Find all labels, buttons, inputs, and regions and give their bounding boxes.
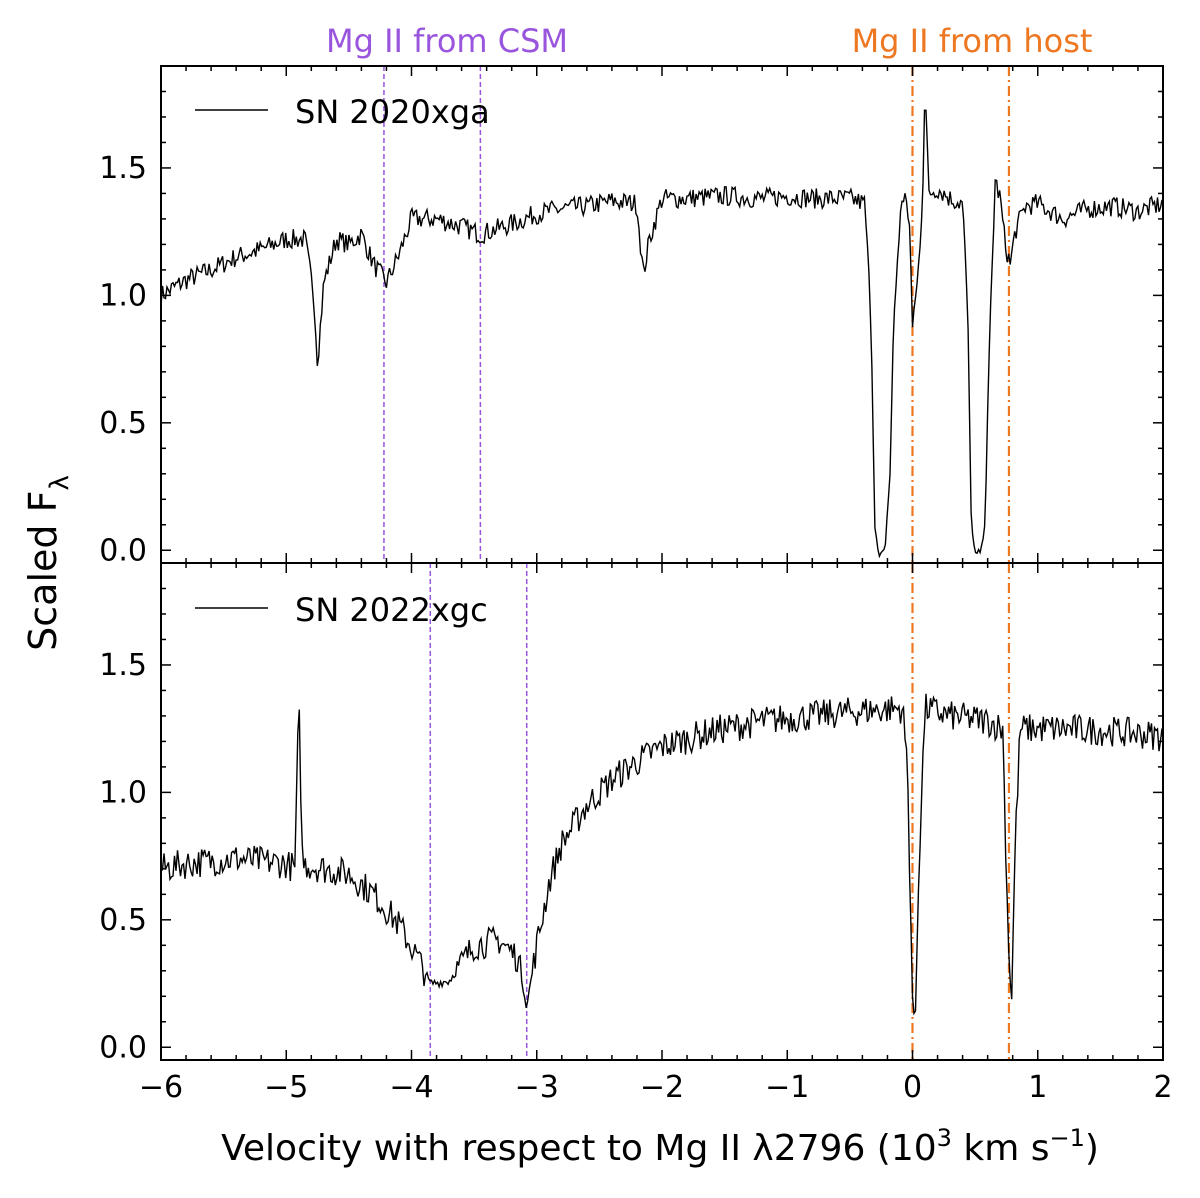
x-tick-label: −1 <box>765 1070 809 1105</box>
panel-frame-sn-2020xga <box>160 65 1164 564</box>
x-tick-label: 2 <box>1153 1070 1172 1105</box>
y-tick-label: 0.0 <box>99 533 147 568</box>
x-tick-label: −6 <box>139 1070 183 1105</box>
x-tick-label: −4 <box>389 1070 433 1105</box>
spectrum-line-sn-2022xgc <box>160 693 1163 1016</box>
spectrum-line-sn-2020xga <box>160 109 1163 559</box>
y-tick-label: 0.5 <box>99 903 147 938</box>
legend-label-sn-2020xga: SN 2020xga <box>295 93 490 131</box>
y-tick-label: 1.0 <box>99 775 147 810</box>
x-axis-label: Velocity with respect to Mg II λ2796 (10… <box>221 1124 1099 1169</box>
host-annotation-label: Mg II from host <box>852 22 1093 60</box>
panel-sn-2020xga: SN 2020xga 0.0 0.5 1.0 1.5 <box>99 65 1164 568</box>
x-tick-label: −2 <box>640 1070 684 1105</box>
y-tick-label: 1.5 <box>99 151 147 186</box>
panel-sn-2022xgc: SN 2022xgc 0.0 0.5 1.0 1.5 <box>99 562 1164 1065</box>
y-tick-label: 1.5 <box>99 648 147 683</box>
y-tick-label: 1.0 <box>99 278 147 313</box>
x-tick-label: −5 <box>264 1070 308 1105</box>
y-axis-label: Scaled Fλ <box>21 475 75 651</box>
legend-label-sn-2022xgc: SN 2022xgc <box>295 591 488 629</box>
x-tick-label: 0 <box>903 1070 922 1105</box>
panel-frame-sn-2022xgc <box>160 562 1164 1061</box>
x-tick-label: 1 <box>1028 1070 1047 1105</box>
csm-annotation-label: Mg II from CSM <box>326 22 568 60</box>
y-tick-label: 0.5 <box>99 406 147 441</box>
y-tick-label: 0.0 <box>99 1030 147 1065</box>
x-tick-label: −3 <box>515 1070 559 1105</box>
